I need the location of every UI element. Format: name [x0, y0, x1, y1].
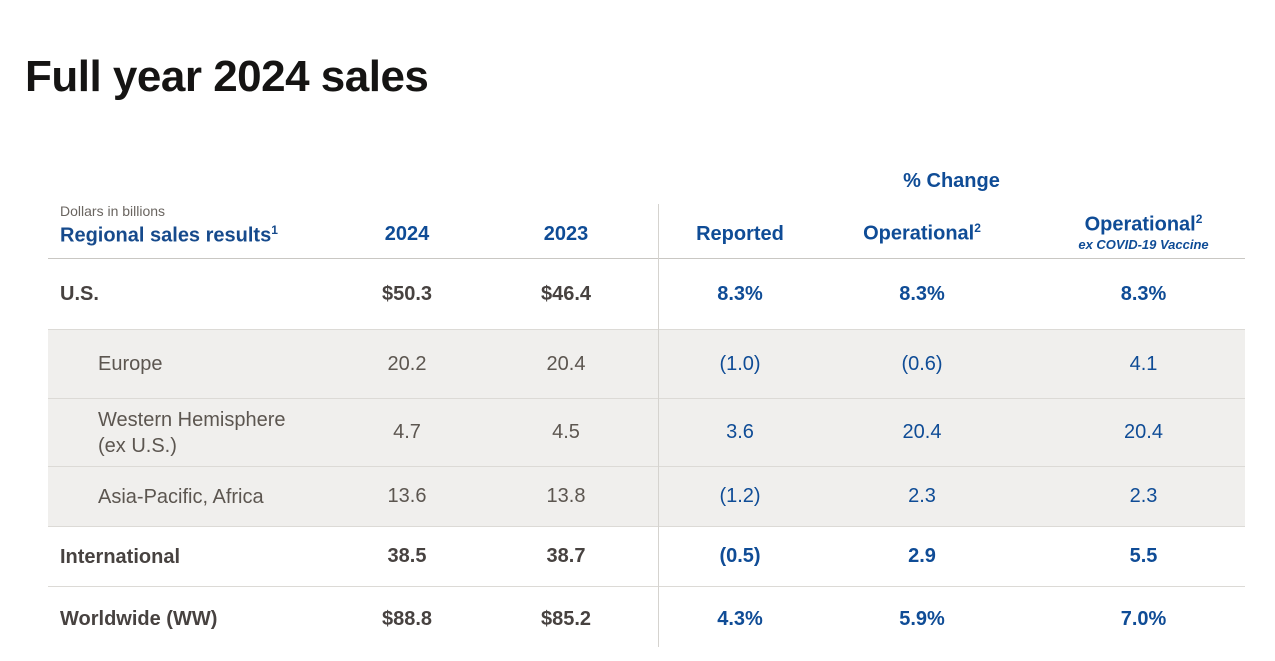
cell-reported: (1.0): [719, 352, 761, 375]
table-body: U.S. $50.3 $46.4 8.3% 8.3% 8.3% Europe 2…: [48, 259, 1245, 651]
cell-2023: 4.5: [552, 421, 580, 443]
pct-change-group-header: % Change: [903, 170, 1000, 192]
table-row: Western Hemisphere (ex U.S.) 4.7 4.5 3.6…: [48, 398, 1245, 466]
row-label-cell: Europe: [48, 351, 340, 377]
row-label-cell: U.S.: [48, 281, 340, 307]
cell-2024: $88.8: [381, 607, 433, 630]
operational-header-text: Operational: [863, 223, 975, 245]
footnote-ref-1: 1: [271, 223, 278, 238]
table-row: Worldwide (WW) $88.8 $85.2 4.3% 5.9% 7.0…: [48, 586, 1245, 651]
column-header-2024: 2024: [384, 223, 430, 245]
column-header-reported: Reported: [696, 223, 784, 245]
cell-operational-ex-covid: 20.4: [1124, 421, 1163, 443]
row-label: Asia-Pacific, Africa: [98, 485, 264, 508]
cell-operational: 8.3%: [899, 282, 945, 305]
regional-header-text: Regional sales results: [60, 225, 272, 247]
cell-reported: (0.5): [719, 545, 761, 567]
table-row: U.S. $50.3 $46.4 8.3% 8.3% 8.3%: [48, 259, 1245, 329]
sales-table: % Change Dollars in billions Regional sa…: [48, 160, 1245, 647]
cell-operational: 20.4: [902, 421, 942, 443]
column-header-2023: 2023: [543, 223, 589, 245]
row-label-cell: International: [48, 544, 340, 570]
page-title: Full year 2024 sales: [25, 52, 429, 101]
column-header-regional: Regional sales results1: [60, 223, 340, 248]
row-label: Western Hemisphere (ex U.S.): [98, 408, 286, 457]
footnote-ref-2b: 2: [1195, 212, 1203, 227]
column-header-operational-ex-covid: Operational2 ex COVID-19 Vaccine: [1022, 212, 1245, 258]
cell-operational: 5.9%: [899, 607, 945, 630]
column-header-operational: Operational2: [822, 221, 1022, 258]
ex-covid-subheader: ex COVID-19 Vaccine: [1078, 236, 1209, 252]
row-label: U.S.: [60, 283, 99, 305]
table-row: Europe 20.2 20.4 (1.0) (0.6) 4.1: [48, 329, 1245, 398]
regional-header-cell: Dollars in billions Regional sales resul…: [48, 203, 340, 258]
cell-operational-ex-covid: 4.1: [1129, 352, 1158, 375]
cell-operational: (0.6): [901, 352, 943, 375]
operational-ex-covid-header-text: Operational2: [1084, 212, 1203, 236]
cell-reported: 4.3%: [717, 607, 763, 630]
row-label: Worldwide (WW): [60, 608, 218, 630]
cell-operational-ex-covid: 5.5: [1129, 545, 1158, 567]
row-label: Europe: [98, 353, 163, 375]
cell-2024: 38.5: [387, 545, 427, 567]
row-label-cell: Asia-Pacific, Africa: [48, 484, 340, 510]
row-label: International: [60, 545, 181, 568]
cell-reported: 3.6: [726, 421, 754, 443]
cell-operational: 2.9: [908, 545, 936, 567]
cell-operational-ex-covid: 7.0%: [1120, 607, 1167, 630]
footnote-ref-2: 2: [974, 221, 981, 236]
table-row: Asia-Pacific, Africa 13.6 13.8 (1.2) 2.3…: [48, 466, 1245, 526]
cell-operational-ex-covid: 2.3: [1129, 485, 1158, 507]
cell-reported: (1.2): [719, 485, 761, 507]
row-label-cell: Western Hemisphere (ex U.S.): [48, 407, 340, 459]
cell-reported: 8.3%: [717, 282, 763, 305]
cell-2023: 13.8: [546, 485, 586, 507]
cell-2024: 4.7: [393, 421, 421, 443]
cell-operational-ex-covid: 8.3%: [1120, 282, 1167, 305]
table-header: Dollars in billions Regional sales resul…: [48, 160, 1245, 259]
cell-2023: $46.4: [540, 282, 592, 305]
cell-2024: 13.6: [387, 485, 427, 507]
row-label-cell: Worldwide (WW): [48, 606, 340, 632]
cell-operational: 2.3: [908, 485, 936, 507]
column-divider: [658, 204, 659, 647]
table-row: International 38.5 38.7 (0.5) 2.9 5.5: [48, 526, 1245, 586]
cell-2024: 20.2: [387, 352, 427, 375]
cell-2023: $85.2: [540, 607, 592, 630]
cell-2023: 38.7: [546, 545, 586, 567]
units-note: Dollars in billions: [60, 203, 166, 220]
cell-2023: 20.4: [546, 352, 586, 375]
cell-2024: $50.3: [381, 282, 433, 305]
